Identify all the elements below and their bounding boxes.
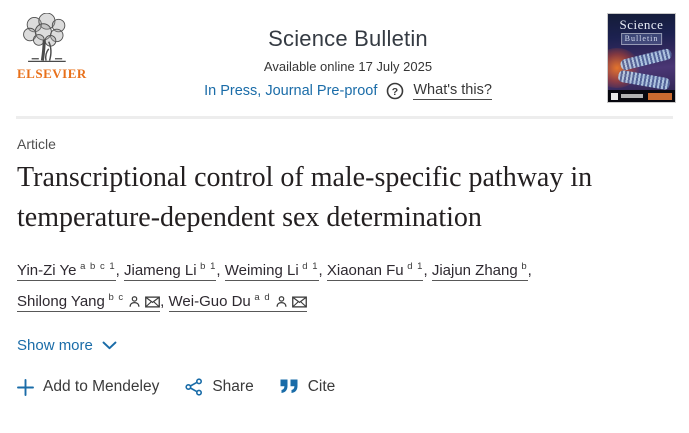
add-to-mendeley-label: Add to Mendeley: [43, 378, 160, 395]
author-name: Jiameng Li: [124, 262, 197, 279]
author-name: Jiajun Zhang: [431, 262, 518, 279]
author-profile-icon[interactable]: [275, 290, 288, 317]
action-bar: Add to Mendeley Share Cite: [17, 378, 672, 396]
show-more-label: Show more: [17, 337, 93, 354]
article-title: Transcriptional control of male-specific…: [17, 162, 593, 233]
author-affiliations: a d: [250, 292, 271, 303]
cover-issue-text: [648, 92, 672, 100]
author-separator: ,: [115, 262, 124, 279]
author-link[interactable]: Shilong Yang b c: [17, 292, 161, 312]
article-content: Article Transcriptional control of male-…: [0, 136, 689, 396]
author-email-icon[interactable]: [145, 290, 161, 317]
author-link[interactable]: Jiameng Li b 1: [124, 261, 217, 281]
cover-title-science: Science: [619, 17, 664, 32]
cover-art-helix-bottom: [617, 69, 671, 91]
author-email-icon[interactable]: [291, 290, 307, 317]
cite-label: Cite: [307, 378, 336, 395]
header-divider: [16, 116, 673, 119]
plus-icon: [17, 378, 34, 396]
author-link[interactable]: Weiming Li d 1: [224, 261, 319, 281]
share-icon: [185, 378, 203, 396]
article-type-label: Article: [17, 136, 56, 152]
status-row: In Press, Journal Pre-proof ? What's thi…: [89, 82, 607, 100]
author-separator: ,: [318, 262, 327, 279]
author-separator: ,: [160, 293, 169, 310]
author-affiliations: b 1: [196, 261, 217, 272]
author-name: Xiaonan Fu: [326, 262, 404, 279]
author-profile-icon[interactable]: [128, 290, 141, 317]
cover-qr-code: [611, 92, 618, 100]
masthead: ELSEVIER Science Bulletin Available onli…: [0, 0, 689, 103]
author-item: Shilong Yang b c,: [17, 292, 169, 312]
author-name: Wei-Guo Du: [168, 293, 251, 310]
cover-publisher-text: [621, 94, 643, 98]
cite-quotes-icon: [280, 379, 298, 393]
share-button[interactable]: Share: [185, 378, 254, 396]
author-separator: ,: [216, 262, 225, 279]
author-name: Yin-Zi Ye: [17, 262, 77, 279]
cover-title-bulletin: Bulletin: [620, 33, 663, 45]
show-more-button[interactable]: Show more: [17, 337, 117, 354]
question-circle-icon[interactable]: ?: [386, 82, 404, 100]
author-affiliations: d 1: [403, 261, 424, 272]
in-press-link[interactable]: In Press, Journal Pre-proof: [204, 83, 378, 99]
whats-this-link[interactable]: What's this?: [413, 82, 492, 100]
author-link[interactable]: Xiaonan Fu d 1: [326, 261, 424, 281]
author-item: Yin-Zi Ye a b c 1,: [17, 261, 124, 281]
cover-footer-band: [608, 90, 675, 102]
author-item: Jiameng Li b 1,: [124, 261, 225, 281]
author-item: Wei-Guo Du a d: [168, 292, 307, 312]
author-name: Shilong Yang: [17, 293, 105, 310]
author-affiliations: a b c 1: [76, 261, 116, 272]
author-affiliations: b c: [104, 292, 125, 303]
svg-text:?: ?: [392, 86, 398, 98]
author-separator: ,: [423, 262, 432, 279]
author-affiliations: b: [517, 261, 528, 272]
chevron-down-icon: [102, 341, 117, 350]
author-link[interactable]: Yin-Zi Ye a b c 1: [17, 261, 116, 281]
author-link[interactable]: Jiajun Zhang b: [431, 261, 528, 281]
elsevier-tree-icon: [23, 13, 66, 63]
cite-button[interactable]: Cite: [280, 378, 336, 396]
author-name: Weiming Li: [224, 262, 299, 279]
elsevier-wordmark: ELSEVIER: [17, 66, 87, 81]
author-item: Xiaonan Fu d 1,: [326, 261, 432, 281]
author-item: Weiming Li d 1,: [224, 261, 327, 281]
author-item: Jiajun Zhang b,: [431, 261, 532, 281]
elsevier-logo[interactable]: ELSEVIER: [17, 13, 89, 82]
author-affiliations: d 1: [298, 261, 319, 272]
author-list: Yin-Zi Ye a b c 1, Jiameng Li b 1, Weimi…: [17, 253, 637, 317]
author-link[interactable]: Wei-Guo Du a d: [168, 292, 307, 312]
journal-info: Science Bulletin Available online 17 Jul…: [89, 13, 607, 100]
journal-title-link[interactable]: Science Bulletin: [268, 26, 428, 51]
share-label: Share: [212, 378, 254, 395]
author-separator: ,: [527, 262, 532, 279]
journal-cover-thumbnail[interactable]: Science Bulletin: [607, 13, 676, 103]
add-to-mendeley-button[interactable]: Add to Mendeley: [17, 378, 159, 396]
available-online-text: Available online 17 July 2025: [263, 59, 433, 74]
